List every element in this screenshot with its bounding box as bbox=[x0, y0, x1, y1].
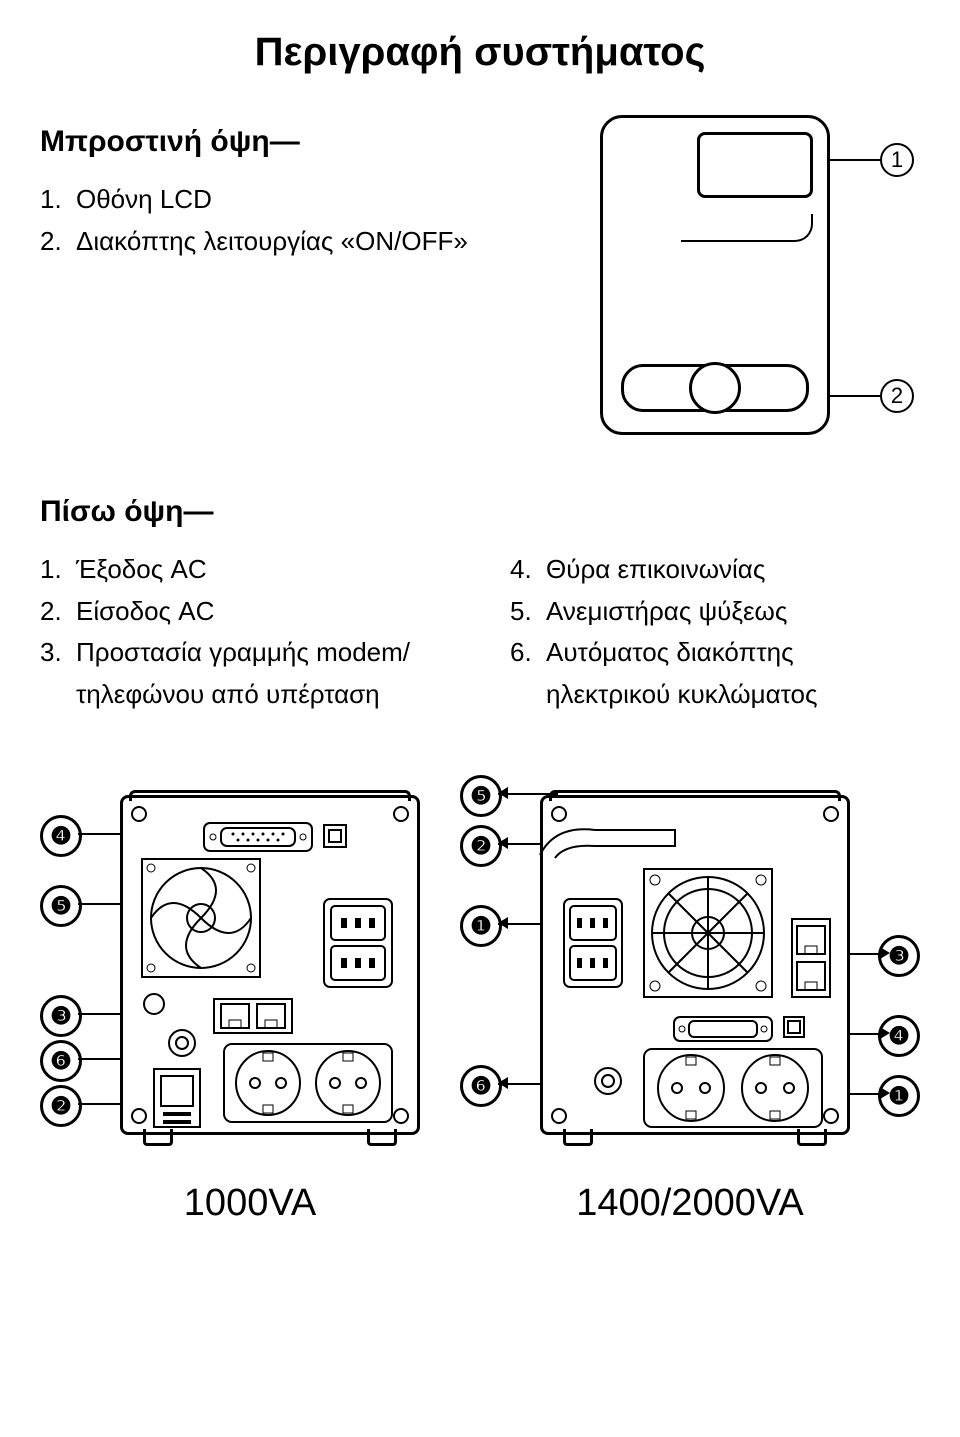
callout-3: ❸ bbox=[40, 995, 82, 1037]
callout-2: ❷ bbox=[460, 825, 502, 867]
lcd-rect bbox=[697, 132, 813, 198]
cable-icon bbox=[535, 820, 685, 860]
callout-4: ❹ bbox=[40, 815, 82, 857]
model-a-label: 1000VA bbox=[40, 1182, 460, 1225]
rear-text: Προστασία γραμμής modem/τηλεφώνου από υπ… bbox=[76, 632, 450, 715]
rear-text: Αυτόματος διακόπτης ηλεκτρικού κυκλώματο… bbox=[546, 632, 920, 715]
breaker-icon bbox=[593, 1066, 623, 1096]
usb-port-icon bbox=[323, 824, 347, 848]
breaker-icon bbox=[167, 1028, 197, 1058]
rear-text: Είσοδος AC bbox=[76, 591, 214, 633]
fan-icon bbox=[643, 868, 773, 998]
rear-num: 1. bbox=[40, 549, 68, 591]
rj-ports-icon bbox=[791, 918, 831, 998]
rear-text: Έξοδος AC bbox=[76, 549, 207, 591]
rear-text: Θύρα επικοινωνίας bbox=[546, 549, 765, 591]
front-item-text: Διακόπτης λειτουργίας «ON/OFF» bbox=[76, 221, 468, 263]
diagram-1400-2000va: ❺ ❷ ❶ ❻ ❸ ❹ ❶ bbox=[460, 775, 920, 1195]
ac-input-icon bbox=[153, 1068, 201, 1128]
serial-port-icon bbox=[673, 1016, 773, 1042]
callout-1: ❶ bbox=[460, 905, 502, 947]
callout-2: 2 bbox=[880, 379, 914, 413]
rear-diagrams: ❹ ❺ ❸ ❻ ❷ bbox=[40, 775, 920, 1195]
schuko-outlets-icon bbox=[223, 1043, 393, 1123]
diagram-1000va: ❹ ❺ ❸ ❻ ❷ bbox=[40, 775, 460, 1195]
rear-num: 5. bbox=[510, 591, 538, 633]
front-diagram: 1 2 bbox=[600, 115, 920, 455]
power-button-icon bbox=[689, 362, 741, 414]
callout-2: ❷ bbox=[40, 1085, 82, 1127]
callout-6: ❻ bbox=[460, 1065, 502, 1107]
serial-port-icon bbox=[203, 822, 313, 852]
iec-outlet-icon bbox=[563, 898, 623, 988]
fan-icon bbox=[141, 858, 261, 978]
rear-text: Ανεμιστήρας ψύξεως bbox=[546, 591, 787, 633]
callout-5: ❺ bbox=[40, 885, 82, 927]
rear-num: 3. bbox=[40, 632, 68, 674]
rear-num: 4. bbox=[510, 549, 538, 591]
callout-1: 1 bbox=[880, 143, 914, 177]
page-title: Περιγραφή συστήματος bbox=[40, 30, 920, 75]
callout-5: ❺ bbox=[460, 775, 502, 817]
front-item-num: 1. bbox=[40, 179, 68, 221]
rear-lists: 1.Έξοδος AC 2.Είσοδος AC 3.Προστασία γρα… bbox=[40, 549, 920, 715]
schuko-outlets-icon bbox=[643, 1048, 823, 1128]
front-item-text: Οθόνη LCD bbox=[76, 179, 212, 221]
rear-heading: Πίσω όψη— bbox=[40, 495, 920, 529]
front-list: 1.Οθόνη LCD 2.Διακόπτης λειτουργίας «ON/… bbox=[40, 179, 560, 262]
front-item-num: 2. bbox=[40, 221, 68, 263]
rear-num: 2. bbox=[40, 591, 68, 633]
usb-port-icon bbox=[783, 1016, 805, 1038]
front-heading: Μπροστινή όψη— bbox=[40, 125, 560, 159]
callout-6: ❻ bbox=[40, 1040, 82, 1082]
iec-outlet-icon bbox=[323, 898, 393, 988]
model-b-label: 1400/2000VA bbox=[460, 1182, 920, 1225]
rj-ports-icon bbox=[213, 998, 293, 1034]
rear-num: 6. bbox=[510, 632, 538, 674]
